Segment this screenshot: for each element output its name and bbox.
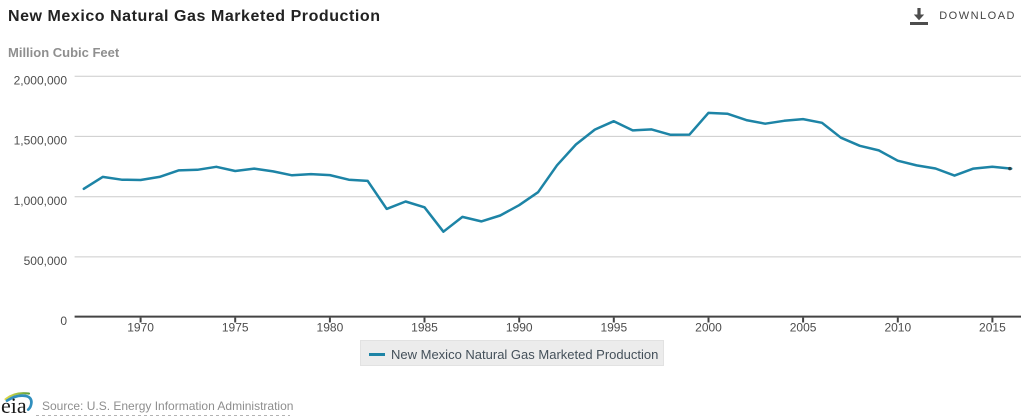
svg-text:1990: 1990 — [506, 321, 533, 335]
svg-text:2010: 2010 — [884, 321, 911, 335]
svg-text:1985: 1985 — [411, 321, 438, 335]
svg-text:eia: eia — [1, 393, 27, 416]
svg-text:2005: 2005 — [790, 321, 817, 335]
svg-text:1,000,000: 1,000,000 — [14, 194, 68, 208]
svg-text:2015: 2015 — [979, 321, 1006, 335]
svg-text:1995: 1995 — [600, 321, 627, 335]
svg-text:1975: 1975 — [222, 321, 249, 335]
svg-text:1970: 1970 — [127, 321, 154, 335]
svg-text:1980: 1980 — [317, 321, 344, 335]
svg-text:2000: 2000 — [695, 321, 722, 335]
svg-text:1,500,000: 1,500,000 — [14, 134, 68, 148]
svg-text:2,000,000: 2,000,000 — [14, 73, 68, 87]
svg-text:500,000: 500,000 — [24, 254, 68, 268]
svg-text:0: 0 — [60, 314, 67, 328]
